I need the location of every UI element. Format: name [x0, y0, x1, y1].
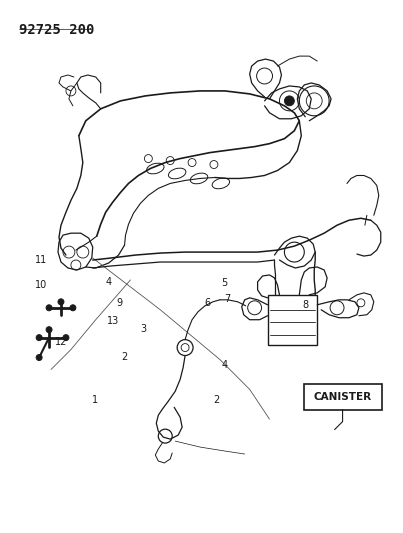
Circle shape [46, 327, 52, 333]
Text: 92725 200: 92725 200 [19, 23, 95, 37]
Text: 3: 3 [140, 324, 147, 334]
Text: 5: 5 [222, 278, 228, 288]
Circle shape [70, 305, 76, 311]
Circle shape [46, 305, 52, 311]
Text: 13: 13 [107, 316, 120, 326]
Text: 6: 6 [204, 297, 210, 308]
Text: 1: 1 [92, 395, 98, 405]
Text: CANISTER: CANISTER [314, 392, 372, 402]
Text: 2: 2 [214, 395, 220, 405]
Text: 8: 8 [303, 300, 309, 310]
Text: 11: 11 [35, 255, 47, 265]
Circle shape [36, 354, 42, 360]
Text: 9: 9 [116, 297, 123, 308]
Text: 7: 7 [224, 294, 231, 304]
Text: 12: 12 [55, 337, 68, 347]
Circle shape [58, 299, 64, 305]
Text: 10: 10 [35, 280, 47, 290]
Bar [303, 384, 382, 410]
Circle shape [63, 335, 69, 341]
Text: 4: 4 [106, 277, 112, 287]
Circle shape [285, 96, 294, 106]
Text: 4: 4 [222, 360, 228, 370]
Text: 2: 2 [122, 352, 128, 361]
Circle shape [36, 335, 42, 341]
